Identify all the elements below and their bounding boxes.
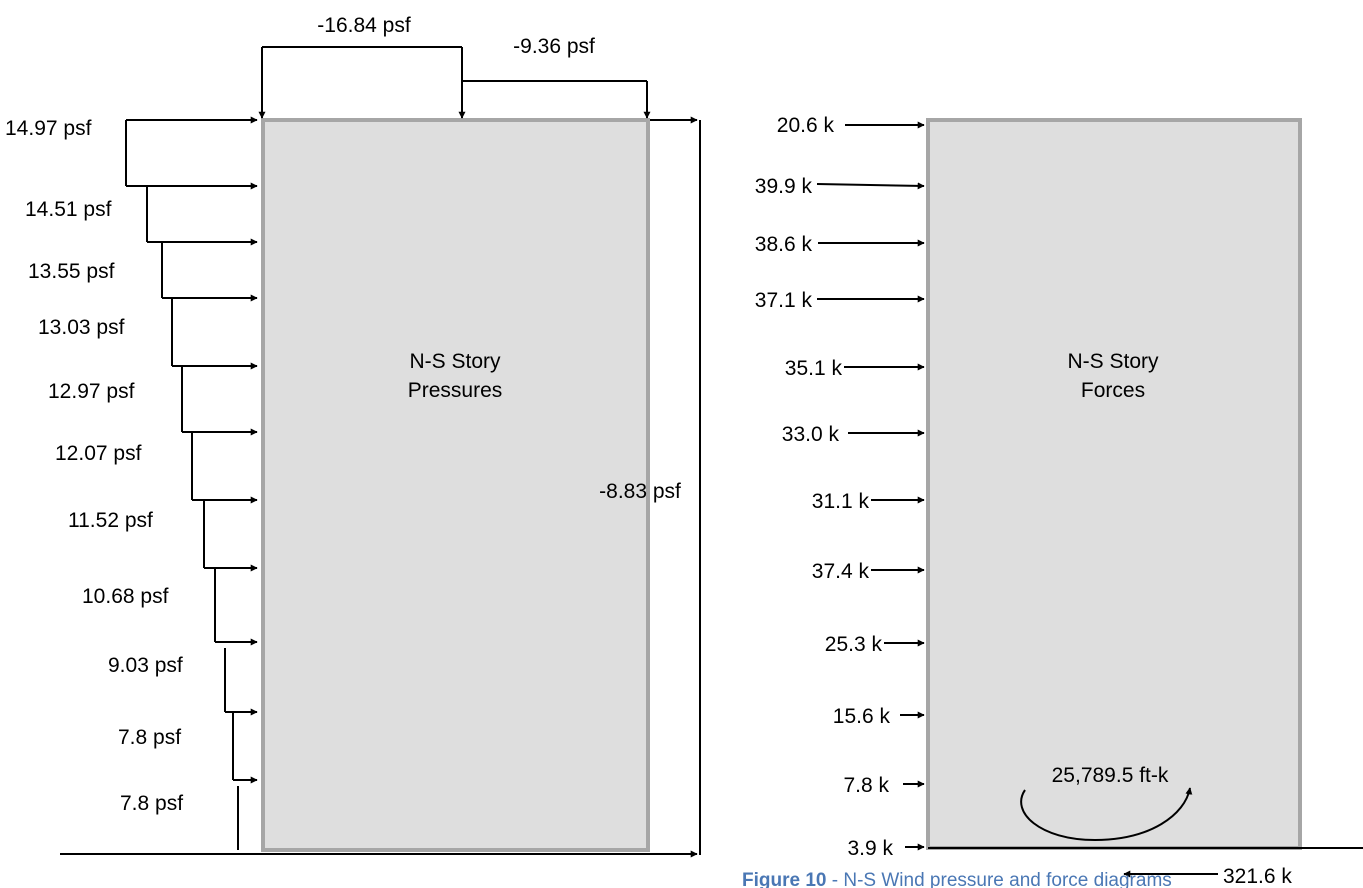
windward-label-2: 14.51 psf [25,198,112,221]
force-label-4: 37.1 k [755,289,813,312]
windward-label-6: 12.07 psf [55,442,142,465]
force-label-12: 3.9 k [847,837,893,860]
force-label-8: 37.4 k [812,560,870,583]
pressures-title-line2: Pressures [408,379,503,402]
windward-label-7: 11.52 psf [68,509,153,532]
figure-caption: Figure 10 - N-S Wind pressure and force … [742,870,1172,888]
pressures-panel: N-S Story Pressures -16.84 psf -9.36 psf… [5,14,700,855]
force-label-6: 33.0 k [782,423,840,446]
force-arrow-2 [817,184,924,186]
windward-label-10: 7.8 psf [118,726,181,749]
force-label-9: 25.3 k [825,633,883,656]
windward-label-9: 9.03 psf [108,654,183,677]
roof-windward-label: -16.84 psf [317,14,411,37]
forces-building-box [928,120,1300,848]
pressures-title-line1: N-S Story [409,350,501,373]
force-label-1: 20.6 k [777,114,835,137]
figure-caption-label: Figure 10 [742,870,826,888]
windward-label-8: 10.68 psf [82,585,169,608]
force-label-7: 31.1 k [812,490,870,513]
pressures-building-box [263,120,648,850]
windward-label-3: 13.55 psf [28,260,115,283]
windward-label-4: 13.03 psf [38,316,125,339]
force-label-3: 38.6 k [755,233,813,256]
force-label-10: 15.6 k [833,705,891,728]
windward-label-11: 7.8 psf [120,792,183,815]
force-label-2: 39.9 k [755,175,813,198]
forces-title-line1: N-S Story [1067,350,1159,373]
forces-panel: N-S Story Forces 20.6 k 39.9 k 38.6 k 37… [755,114,1363,888]
force-label-11: 7.8 k [843,774,889,797]
roof-leeward-label: -9.36 psf [513,35,595,58]
force-label-5: 35.1 k [785,357,843,380]
moment-label: 25,789.5 ft-k [1052,764,1169,787]
windward-label-1: 14.97 psf [5,117,92,140]
base-shear-label: 321.6 k [1223,865,1292,888]
forces-title-line2: Forces [1081,379,1145,402]
windward-label-5: 12.97 psf [48,380,135,403]
figure-caption-text: - N-S Wind pressure and force diagrams [826,870,1171,888]
leeward-wall-label: -8.83 psf [599,480,681,503]
